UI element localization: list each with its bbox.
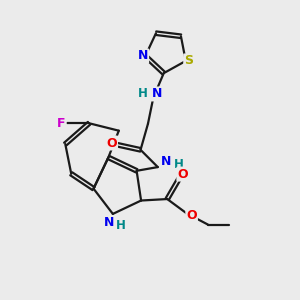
- Text: H: H: [138, 88, 148, 100]
- Text: N: N: [152, 88, 162, 100]
- Text: O: O: [106, 136, 117, 149]
- Text: O: O: [186, 209, 197, 222]
- Text: N: N: [160, 155, 171, 168]
- Text: H: H: [174, 158, 184, 171]
- Text: F: F: [57, 117, 66, 130]
- Text: N: N: [138, 50, 148, 62]
- Text: O: O: [177, 168, 188, 181]
- Text: S: S: [184, 55, 193, 68]
- Text: N: N: [104, 216, 115, 229]
- Text: H: H: [116, 219, 126, 232]
